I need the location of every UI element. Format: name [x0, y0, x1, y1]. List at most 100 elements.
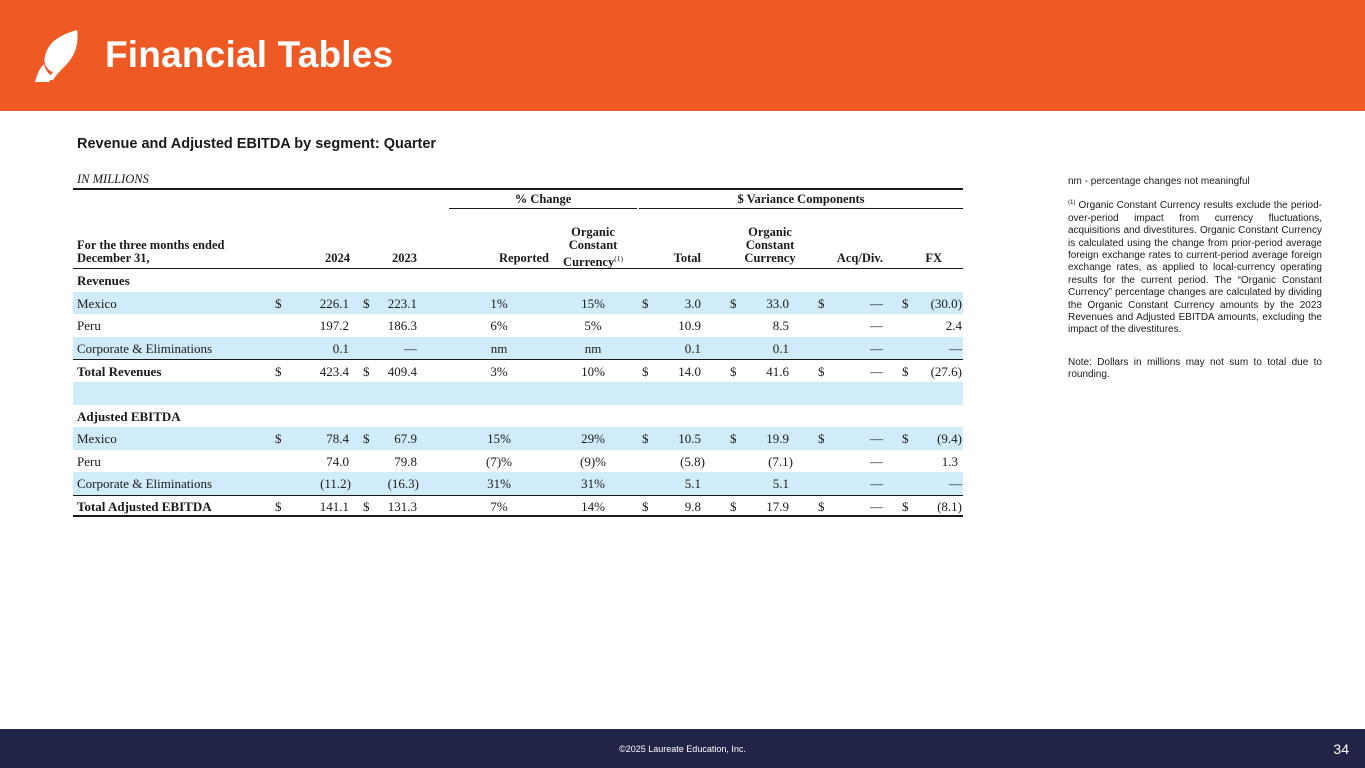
footer-bar: ©2025 Laureate Education, Inc. 34 [0, 729, 1365, 768]
cell-total: 10.5 [678, 431, 701, 446]
row-label: Total Revenues [77, 363, 162, 379]
cell-total: 0.1 [684, 340, 701, 356]
cell-organic-cc: 14% [581, 499, 605, 514]
cell-fx: (9.4) [937, 431, 962, 446]
col-header-2023: 2023 [392, 251, 417, 265]
row-label: Peru [77, 318, 101, 333]
cell-variance-occ: 17.9 [766, 499, 789, 514]
cell-2023: — [404, 340, 417, 356]
row-label: Corporate & Eliminations [77, 476, 213, 491]
cell-total: 3.0 [684, 295, 701, 311]
cell-2024: 197.2 [319, 318, 349, 333]
cell-organic-cc: 31% [581, 476, 605, 491]
cell-total: 14.0 [678, 363, 701, 379]
cell-organic-cc: 29% [581, 431, 605, 446]
dollar-sign: $ [818, 363, 825, 379]
col-header-organic-cc: Organic Constant Currency(1) [543, 226, 643, 269]
col-header-period: For the three months ended December 31, [77, 239, 224, 265]
cell-total: 5.1 [684, 476, 701, 491]
dollar-sign: $ [902, 295, 909, 311]
col-header-fx: FX [925, 251, 942, 265]
footnote-text: Organic Constant Currency results exclud… [1068, 200, 1322, 336]
cell-2023: 67.9 [394, 431, 417, 446]
col-header-period-line1: For the three months ended [77, 238, 225, 252]
cell-fx: — [949, 476, 962, 491]
table-bottom-rule [73, 515, 963, 517]
table-subtitle: Revenue and Adjusted EBITDA by segment: … [77, 136, 437, 152]
cell-2024: 423.4 [319, 363, 349, 379]
cell-total: 10.9 [678, 318, 701, 333]
row-label: Mexico [77, 295, 117, 311]
dollar-sign: $ [363, 431, 370, 446]
col-header-occ-line3: Currency(1) [543, 252, 643, 269]
cell-fx: — [949, 340, 962, 356]
cell-reported: nm [490, 340, 508, 356]
row-label: Peru [77, 453, 101, 469]
note-nm: nm - percentage changes not meaningful [1068, 176, 1250, 187]
cell-fx: (27.6) [930, 363, 962, 379]
header-rule [73, 268, 963, 269]
dollar-sign: $ [730, 499, 737, 514]
col-header-variance-occ: Organic Constant Currency [723, 226, 817, 265]
table-row: Mexico $ 226.1 $ 223.1 1% 15% $ 3.0 $ 33… [73, 291, 963, 314]
footnote-marker: (1) [614, 254, 623, 263]
cell-total: 9.8 [684, 499, 701, 514]
dollar-sign: $ [730, 431, 737, 446]
header-bar: Financial Tables [0, 0, 1365, 111]
cell-reported: 3% [490, 363, 508, 379]
cell-2024: 74.0 [326, 453, 349, 469]
dollar-sign: $ [818, 431, 825, 446]
notes-panel: nm - percentage changes not meaningful (… [1068, 176, 1322, 382]
financial-table: % Change $ Variance Components For the t… [73, 188, 963, 518]
cell-2023: 131.3 [387, 499, 417, 514]
cell-2023: (16.3) [387, 476, 419, 491]
cell-acq-div: — [870, 363, 883, 379]
dollar-sign: $ [730, 295, 737, 311]
cell-reported: 15% [487, 431, 511, 446]
cell-acq-div: — [870, 499, 883, 514]
page-number: 34 [1333, 741, 1349, 757]
cell-variance-occ: 41.6 [766, 363, 789, 379]
note-footnote: (1) Organic Constant Currency results ex… [1068, 197, 1322, 336]
footnote-marker: (1) [1068, 200, 1076, 207]
table-row: Corporate & Eliminations (11.2) (16.3) 3… [73, 472, 963, 495]
dollar-sign: $ [902, 363, 909, 379]
cell-acq-div: — [870, 476, 883, 491]
cell-fx: 2.4 [945, 318, 962, 333]
dollar-sign: $ [275, 295, 282, 311]
section-label: Revenues [77, 273, 130, 288]
subtotal-rule [73, 359, 963, 360]
cell-organic-cc: (9)% [580, 453, 606, 469]
table-row: Mexico $ 78.4 $ 67.9 15% 29% $ 10.5 $ 19… [73, 427, 963, 450]
dollar-sign: $ [902, 499, 909, 514]
section-header-ebitda: Adjusted EBITDA [73, 405, 963, 428]
cell-acq-div: — [870, 318, 883, 333]
cell-acq-div: — [870, 295, 883, 311]
section-header-revenues: Revenues [73, 269, 963, 292]
table-row-total: Total Revenues $ 423.4 $ 409.4 3% 10% $ … [73, 360, 963, 383]
group-underline-pct [449, 208, 637, 209]
spacer-row [73, 382, 963, 405]
table-row: Corporate & Eliminations 0.1 — nm nm 0.1… [73, 336, 963, 359]
subtotal-rule [73, 494, 963, 496]
table-top-rule [73, 188, 963, 190]
cell-variance-occ: 33.0 [766, 295, 789, 311]
table-row-total: Total Adjusted EBITDA $ 141.1 $ 131.3 7%… [73, 495, 963, 518]
col-header-reported: Reported [499, 251, 549, 265]
cell-2023: 223.1 [387, 295, 417, 311]
cell-fx: 1.3 [941, 453, 958, 469]
dollar-sign: $ [642, 295, 649, 311]
dollar-sign: $ [642, 499, 649, 514]
cell-acq-div: — [870, 431, 883, 446]
table-row: Peru 197.2 186.3 6% 5% 10.9 8.5 — 2.4 [73, 314, 963, 337]
leaf-icon [35, 30, 78, 82]
cell-variance-occ: (7.1) [768, 453, 793, 469]
dollar-sign: $ [642, 363, 649, 379]
cell-organic-cc: nm [584, 340, 602, 356]
row-label: Mexico [77, 431, 117, 446]
cell-variance-occ: 0.1 [772, 340, 789, 356]
cell-organic-cc: 10% [581, 363, 605, 379]
col-header-2024: 2024 [325, 251, 350, 265]
dollar-sign: $ [363, 295, 370, 311]
cell-2023: 409.4 [387, 363, 417, 379]
